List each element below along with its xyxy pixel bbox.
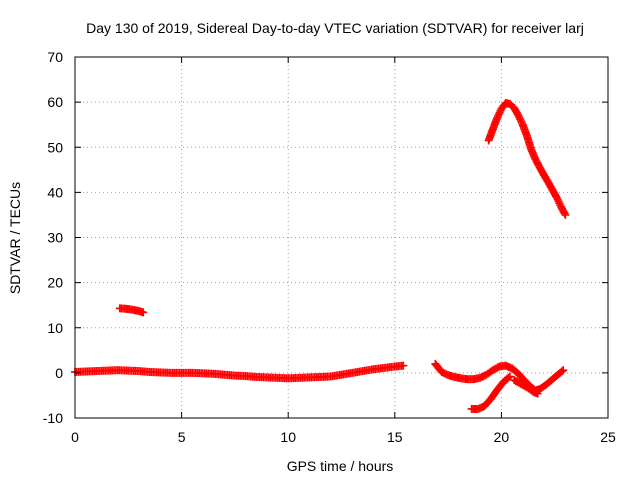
x-tick-label: 20 <box>494 429 510 445</box>
data-segment <box>510 376 542 398</box>
data-points <box>71 99 570 413</box>
axis-ticks <box>74 56 609 419</box>
data-point <box>515 113 524 122</box>
data-point <box>561 210 570 219</box>
data-point <box>505 372 514 381</box>
x-tick-label: 25 <box>600 429 616 445</box>
data-point <box>559 366 568 375</box>
x-axis-title: GPS time / hours <box>287 458 394 474</box>
data-point <box>494 110 503 119</box>
data-point <box>493 113 502 122</box>
data-segment <box>71 361 408 383</box>
data-point <box>553 195 562 204</box>
y-tick-label: 70 <box>47 49 63 65</box>
data-point <box>493 112 502 121</box>
grid-lines <box>75 57 608 418</box>
y-tick-label: 30 <box>47 230 63 246</box>
data-point <box>399 361 408 370</box>
data-point <box>555 199 564 208</box>
x-tick-label: 5 <box>178 429 186 445</box>
plot-frame <box>74 56 609 419</box>
data-point <box>552 193 561 202</box>
y-tick-label: 20 <box>47 275 63 291</box>
data-point <box>517 117 526 126</box>
data-point <box>495 108 504 117</box>
data-segment <box>467 372 514 413</box>
y-tick-label: 0 <box>55 365 63 381</box>
data-point <box>514 111 523 120</box>
data-point <box>557 367 566 376</box>
data-point <box>533 389 542 398</box>
data-point <box>504 373 513 382</box>
y-tick-label: -10 <box>43 410 63 426</box>
x-tick-label: 0 <box>71 429 79 445</box>
chart-title: Day 130 of 2019, Sidereal Day-to-day VTE… <box>86 20 584 36</box>
data-point <box>139 308 148 317</box>
x-tick-label: 15 <box>387 429 403 445</box>
data-point <box>516 115 525 124</box>
y-tick-label: 40 <box>47 184 63 200</box>
x-tick-label: 10 <box>280 429 296 445</box>
y-tick-label: 50 <box>47 139 63 155</box>
data-point <box>560 209 569 218</box>
tick-labels: 0 5 10 15 20 25 -10 0 10 20 30 40 50 60 70 <box>43 49 616 445</box>
data-point <box>554 197 563 206</box>
data-segment <box>115 304 148 317</box>
y-axis-title: SDTVAR / TECUs <box>7 182 23 294</box>
y-tick-label: 10 <box>47 320 63 336</box>
data-segment <box>484 99 570 219</box>
y-tick-label: 60 <box>47 94 63 110</box>
